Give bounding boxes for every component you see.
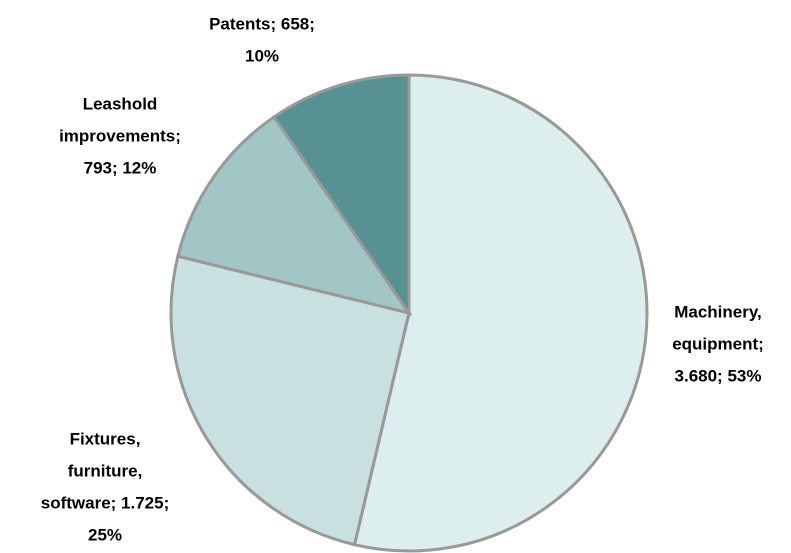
- slice-label: Leashold: [83, 94, 158, 113]
- slice-label: improvements;: [59, 126, 181, 145]
- slice-label: Patents; 658;: [209, 14, 315, 33]
- slice-label: 3.680; 53%: [675, 366, 762, 385]
- slice-label: 10%: [245, 46, 279, 65]
- slice-label: Machinery,: [674, 302, 762, 321]
- pie-slice: [169, 254, 411, 547]
- slice-label: 793; 12%: [84, 158, 157, 177]
- pie-slice: [271, 73, 411, 318]
- slice-label: Fixtures,: [70, 429, 141, 448]
- slice-label: 25%: [88, 525, 122, 544]
- slice-label: furniture,: [68, 461, 143, 480]
- pie-slice: [352, 73, 649, 553]
- slice-label: equipment;: [672, 334, 764, 353]
- slice-label: software; 1.725;: [41, 493, 170, 512]
- pie-slice: [176, 114, 413, 316]
